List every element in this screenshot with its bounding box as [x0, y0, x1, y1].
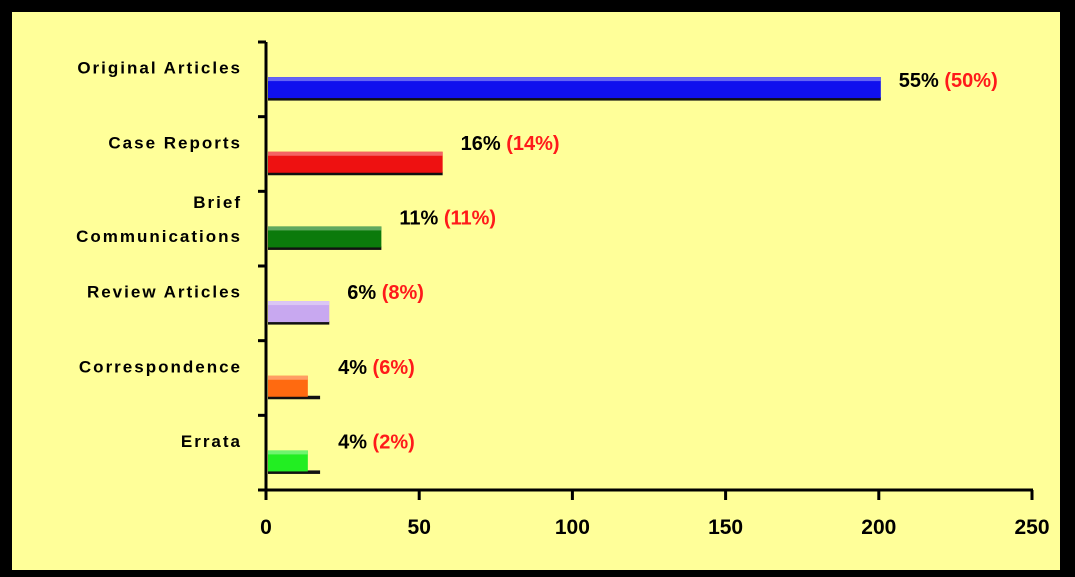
- bar: [268, 450, 308, 472]
- bar-highlight: [268, 375, 308, 380]
- bar-shadow: [268, 321, 330, 325]
- bar-shadow: [268, 470, 321, 474]
- data-label-secondary: (14%): [506, 133, 559, 155]
- x-tick-label: 0: [260, 516, 272, 539]
- chart-frame: [10, 10, 1062, 572]
- data-label-primary: 11%: [399, 207, 443, 229]
- category-label: Communications: [76, 227, 242, 246]
- data-label: 6% (8%): [347, 282, 424, 304]
- category-label: Errata: [181, 432, 242, 451]
- category-label: Review Articles: [87, 283, 242, 302]
- bar-highlight: [268, 301, 330, 306]
- x-tick-label: 100: [555, 516, 590, 539]
- x-tick-label: 250: [1014, 516, 1049, 539]
- bar: [268, 375, 308, 397]
- bar: [268, 301, 330, 323]
- bar-highlight: [268, 226, 382, 231]
- data-label-secondary: (8%): [382, 282, 424, 304]
- category-label: Brief: [193, 193, 242, 212]
- data-label-secondary: (2%): [373, 431, 415, 453]
- x-tick-label: 50: [408, 516, 431, 539]
- data-label-secondary: (50%): [944, 70, 997, 92]
- bar-highlight: [268, 77, 881, 82]
- data-label: 16% (14%): [461, 133, 560, 155]
- data-label: 11% (11%): [399, 207, 496, 229]
- bar-shadow: [268, 395, 321, 400]
- data-label-primary: 4%: [338, 431, 372, 453]
- x-tick-label: 150: [708, 516, 743, 539]
- category-label: Correspondence: [79, 357, 242, 376]
- bar-shadow: [268, 97, 881, 101]
- bar-highlight: [268, 151, 443, 156]
- category-label: Case Reports: [108, 133, 242, 152]
- data-label-primary: 6%: [347, 282, 381, 304]
- bar-highlight: [268, 450, 308, 455]
- x-tick-label: 200: [861, 516, 896, 539]
- data-label-primary: 16%: [461, 133, 507, 155]
- data-label-primary: 55%: [899, 70, 945, 92]
- data-label: 55% (50%): [899, 70, 998, 92]
- bar-shadow: [268, 246, 382, 250]
- category-label: Original Articles: [77, 59, 242, 78]
- data-label: 4% (2%): [338, 431, 415, 453]
- bar-shadow: [268, 171, 443, 176]
- data-label-secondary: (6%): [373, 357, 415, 379]
- bar: [268, 151, 443, 173]
- data-label-primary: 4%: [338, 357, 372, 379]
- bar: [268, 226, 382, 248]
- data-label: 4% (6%): [338, 357, 415, 379]
- bar: [268, 77, 881, 99]
- data-label-secondary: (11%): [444, 207, 496, 229]
